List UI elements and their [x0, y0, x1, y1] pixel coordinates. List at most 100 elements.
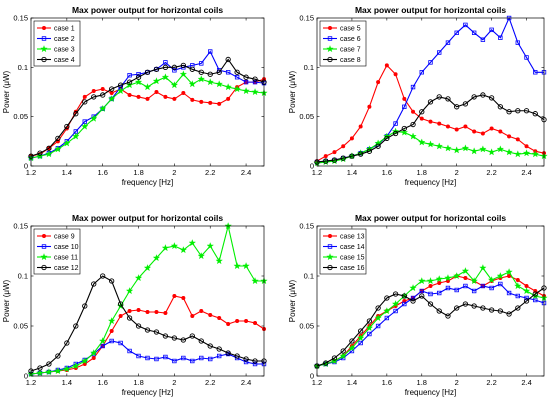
chart-title: Max power output for horizontal coils — [72, 213, 223, 223]
data-point — [207, 71, 213, 77]
data-point — [81, 357, 89, 365]
data-point — [444, 274, 452, 282]
data-point — [426, 277, 435, 285]
legend: case 9 case 10 case 11 case 12 — [33, 228, 81, 275]
data-point — [463, 22, 468, 28]
series-line — [30, 275, 264, 372]
data-point — [109, 338, 114, 344]
data-point — [480, 283, 486, 289]
data-point — [339, 352, 347, 360]
data-point — [507, 134, 512, 139]
data-point — [376, 80, 381, 85]
data-point — [136, 72, 141, 77]
data-point — [125, 287, 134, 295]
data-point — [367, 331, 372, 337]
data-point — [454, 305, 460, 311]
data-point — [488, 95, 495, 101]
data-point — [251, 277, 259, 285]
data-point — [225, 70, 231, 75]
data-point — [154, 309, 159, 314]
data-point — [366, 148, 373, 154]
series-line — [30, 58, 265, 157]
data-point — [332, 150, 337, 155]
data-point — [489, 126, 494, 131]
data-point — [243, 79, 249, 85]
data-point — [419, 293, 425, 299]
data-point — [118, 313, 123, 318]
data-point — [207, 343, 213, 349]
data-point — [435, 275, 443, 283]
y-tick-label: 0.05 — [13, 112, 28, 121]
series-case-5 — [314, 63, 546, 164]
data-point — [505, 268, 513, 276]
data-point — [190, 97, 195, 102]
data-point — [181, 295, 186, 300]
data-point — [55, 135, 61, 142]
series-case-4 — [28, 56, 267, 159]
data-point — [243, 74, 249, 80]
data-point — [99, 104, 107, 112]
data-point — [91, 89, 96, 94]
legend-entry: case 13 — [340, 234, 365, 241]
x-axis-label: frequency [Hz] — [122, 178, 174, 187]
legend-marker — [40, 253, 48, 261]
data-point — [217, 101, 222, 106]
data-point — [341, 144, 346, 149]
data-point — [161, 73, 170, 81]
y-tick-label: 0.1 — [18, 272, 28, 281]
legend-entry: case 1 — [54, 26, 75, 33]
data-point — [437, 290, 442, 296]
data-point — [384, 315, 390, 321]
data-point — [189, 333, 195, 339]
data-point — [409, 284, 417, 292]
data-point — [471, 94, 477, 100]
data-point — [225, 56, 231, 63]
x-tick-label: 2 — [455, 378, 459, 387]
data-point — [100, 343, 105, 349]
data-point — [437, 50, 442, 55]
data-point — [515, 293, 521, 299]
data-point — [358, 124, 363, 129]
series-line — [30, 340, 264, 375]
data-point — [515, 108, 521, 114]
chart-title: Max power output for horizontal coils — [72, 5, 223, 15]
data-point — [226, 321, 231, 326]
data-point — [54, 367, 62, 375]
legend-entry: case 2 — [54, 36, 75, 43]
data-point — [152, 254, 161, 262]
data-point — [145, 355, 150, 361]
data-point — [392, 291, 399, 297]
data-point — [349, 136, 354, 141]
data-point — [109, 90, 114, 95]
data-point — [426, 140, 435, 148]
x-axis-label: frequency [Hz] — [122, 388, 174, 397]
legend-marker — [327, 234, 332, 239]
data-point — [242, 87, 250, 95]
x-tick-label: 1.4 — [347, 168, 357, 177]
legend-entry: case 6 — [340, 36, 361, 43]
data-point — [180, 62, 186, 69]
data-point — [188, 239, 196, 247]
data-point — [515, 40, 521, 45]
data-point — [375, 143, 381, 149]
data-point — [533, 297, 538, 303]
data-point — [126, 315, 133, 321]
data-point — [391, 300, 400, 308]
data-point — [216, 346, 222, 352]
legend-marker — [41, 56, 47, 63]
data-point — [365, 324, 374, 332]
data-point — [367, 104, 372, 109]
axes-box — [316, 225, 545, 377]
data-point — [498, 281, 503, 287]
data-point — [235, 318, 240, 323]
data-point — [108, 317, 116, 325]
data-point — [145, 309, 150, 314]
data-point — [488, 307, 495, 313]
legend-marker — [327, 25, 332, 30]
y-tick-label: 0.1 — [304, 272, 314, 281]
data-point — [172, 293, 177, 298]
data-point — [497, 104, 503, 110]
data-point — [206, 242, 214, 250]
data-point — [411, 109, 416, 114]
data-point — [401, 125, 407, 132]
